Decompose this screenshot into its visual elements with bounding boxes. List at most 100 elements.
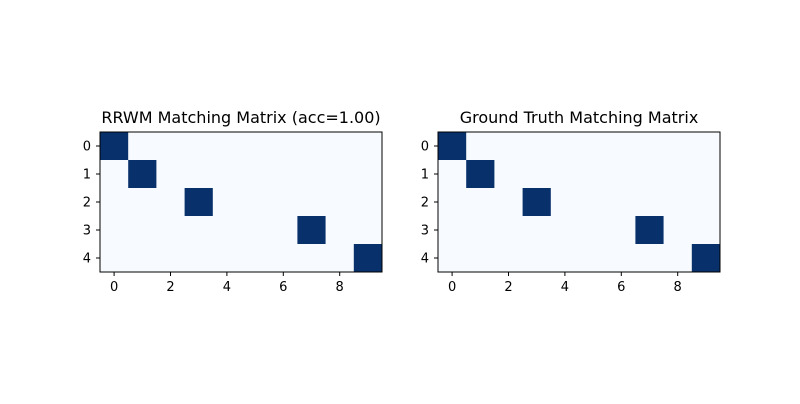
- rrwm-cell-0-7: [297, 132, 326, 161]
- rrwm-cell-2-1: [128, 188, 157, 217]
- rrwm-cell-2-6: [269, 188, 298, 217]
- ground-truth-cell-2-1: [466, 188, 495, 217]
- rrwm-cell-4-9: [353, 244, 383, 273]
- rrwm-x-axis: 0 2 4 6 8: [110, 272, 344, 295]
- rrwm-cell-0-5: [241, 132, 270, 161]
- ground-truth-cell-4-1: [466, 244, 495, 273]
- rrwm-cell-1-4: [212, 160, 242, 189]
- rrwm-y-tick-label-1: 1: [83, 168, 91, 183]
- ground-truth-cell-4-5: [579, 244, 608, 273]
- rrwm-x-tick-label-8: 8: [336, 280, 344, 295]
- rrwm-cell-1-6: [269, 160, 298, 189]
- rrwm-y-tick-label-2: 2: [83, 196, 91, 211]
- ground-truth-cell-2-7: [635, 188, 664, 217]
- ground-truth-x-tick-label-6: 6: [617, 280, 625, 295]
- ground-truth-cell-4-2: [494, 244, 523, 273]
- ground-truth-y-tick-label-1: 1: [421, 168, 429, 183]
- ground-truth-matrix-panel: Ground Truth Matching Matrix 0 2 4 6 8 0 1 2 3 4: [421, 108, 721, 295]
- rrwm-cell-0-2: [156, 132, 185, 161]
- ground-truth-cell-0-2: [494, 132, 523, 161]
- ground-truth-cell-0-6: [607, 132, 636, 161]
- rrwm-cell-4-8: [325, 244, 355, 273]
- ground-truth-y-tick-label-3: 3: [421, 224, 429, 239]
- ground-truth-cell-2-8: [663, 188, 693, 217]
- ground-truth-cell-0-1: [466, 132, 495, 161]
- rrwm-cell-0-3: [184, 132, 214, 161]
- rrwm-cell-0-9: [353, 132, 383, 161]
- rrwm-cell-3-5: [241, 216, 270, 245]
- rrwm-x-tick-label-4: 4: [223, 280, 231, 295]
- ground-truth-cell-1-3: [522, 160, 552, 189]
- ground-truth-x-tick-label-2: 2: [504, 280, 512, 295]
- rrwm-cell-0-6: [269, 132, 298, 161]
- ground-truth-cell-0-4: [550, 132, 580, 161]
- rrwm-cell-3-9: [353, 216, 383, 245]
- ground-truth-cell-1-5: [579, 160, 608, 189]
- rrwm-cell-0-4: [212, 132, 242, 161]
- ground-truth-cell-0-7: [635, 132, 664, 161]
- ground-truth-matrix-cells: [438, 132, 721, 273]
- rrwm-cell-2-7: [297, 188, 326, 217]
- rrwm-cell-3-8: [325, 216, 355, 245]
- ground-truth-cell-4-4: [550, 244, 580, 273]
- rrwm-cell-2-5: [241, 188, 270, 217]
- ground-truth-cell-2-4: [550, 188, 580, 217]
- ground-truth-cell-1-8: [663, 160, 693, 189]
- ground-truth-matrix-title: Ground Truth Matching Matrix: [460, 108, 699, 127]
- rrwm-matrix-cells: [100, 132, 383, 273]
- ground-truth-cell-3-8: [663, 216, 693, 245]
- ground-truth-cell-3-0: [438, 216, 467, 245]
- rrwm-cell-1-9: [353, 160, 383, 189]
- ground-truth-cell-4-3: [522, 244, 552, 273]
- ground-truth-y-tick-label-2: 2: [421, 196, 429, 211]
- ground-truth-cell-4-6: [607, 244, 636, 273]
- rrwm-cell-1-3: [184, 160, 214, 189]
- rrwm-cell-2-9: [353, 188, 383, 217]
- rrwm-cell-1-5: [241, 160, 270, 189]
- ground-truth-cell-3-2: [494, 216, 523, 245]
- ground-truth-y-tick-label-0: 0: [421, 140, 429, 155]
- rrwm-cell-1-7: [297, 160, 326, 189]
- ground-truth-y-tick-label-4: 4: [421, 252, 429, 267]
- ground-truth-x-axis: 0 2 4 6 8: [448, 272, 682, 295]
- ground-truth-y-axis: 0 1 2 3 4: [421, 140, 438, 267]
- ground-truth-cell-2-6: [607, 188, 636, 217]
- rrwm-cell-3-4: [212, 216, 242, 245]
- rrwm-matrix-title: RRWM Matching Matrix (acc=1.00): [101, 108, 380, 127]
- ground-truth-cell-0-5: [579, 132, 608, 161]
- ground-truth-x-tick-label-0: 0: [448, 280, 456, 295]
- rrwm-y-axis: 0 1 2 3 4: [83, 140, 100, 267]
- rrwm-y-tick-label-4: 4: [83, 252, 91, 267]
- rrwm-x-tick-label-2: 2: [166, 280, 174, 295]
- rrwm-cell-2-2: [156, 188, 185, 217]
- ground-truth-cell-1-4: [550, 160, 580, 189]
- ground-truth-x-tick-label-8: 8: [674, 280, 682, 295]
- ground-truth-cell-3-7: [635, 216, 664, 245]
- rrwm-cell-2-4: [212, 188, 242, 217]
- ground-truth-cell-1-2: [494, 160, 523, 189]
- rrwm-cell-4-7: [297, 244, 326, 273]
- rrwm-cell-0-8: [325, 132, 355, 161]
- ground-truth-cell-4-9: [691, 244, 721, 273]
- ground-truth-cell-0-8: [663, 132, 693, 161]
- rrwm-y-tick-label-3: 3: [83, 224, 91, 239]
- ground-truth-cell-4-8: [663, 244, 693, 273]
- rrwm-matrix-panel: RRWM Matching Matrix (acc=1.00) 0 2 4 6 8 0 1…: [83, 108, 383, 295]
- rrwm-cell-4-1: [128, 244, 157, 273]
- rrwm-cell-1-8: [325, 160, 355, 189]
- rrwm-cell-1-2: [156, 160, 185, 189]
- ground-truth-cell-3-6: [607, 216, 636, 245]
- rrwm-cell-0-0: [100, 132, 129, 161]
- rrwm-cell-3-2: [156, 216, 185, 245]
- rrwm-cell-4-6: [269, 244, 298, 273]
- ground-truth-cell-1-9: [691, 160, 721, 189]
- ground-truth-cell-2-9: [691, 188, 721, 217]
- rrwm-cell-3-1: [128, 216, 157, 245]
- ground-truth-x-tick-label-4: 4: [561, 280, 569, 295]
- ground-truth-cell-4-0: [438, 244, 467, 273]
- rrwm-cell-2-0: [100, 188, 129, 217]
- ground-truth-cell-2-0: [438, 188, 467, 217]
- ground-truth-cell-0-3: [522, 132, 552, 161]
- ground-truth-cell-1-1: [466, 160, 495, 189]
